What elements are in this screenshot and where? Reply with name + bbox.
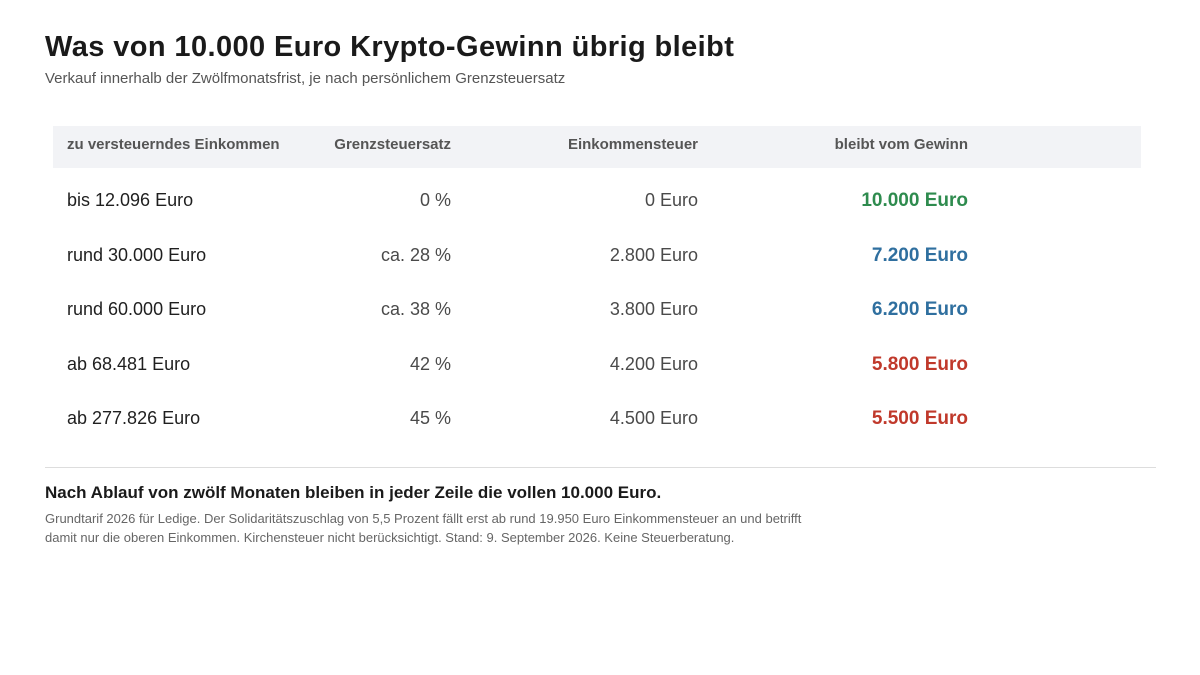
column-header-remaining: bleibt vom Gewinn bbox=[834, 136, 968, 153]
column-header-marginal-rate: Grenzsteuersatz bbox=[334, 136, 451, 153]
table-body: bis 12.096 Euro 0 % 0 Euro 10.000 Euro rund … bbox=[53, 173, 1141, 446]
cell-marginal-rate: 42 % bbox=[409, 353, 451, 374]
cell-income-tax: 0 Euro bbox=[644, 190, 698, 210]
cell-income: rund 60.000 Euro bbox=[67, 299, 207, 320]
cell-marginal-rate: 0 % bbox=[419, 190, 451, 210]
tax-table: zu versteuerndes Einkommen Grenzsteuersa… bbox=[53, 126, 1141, 446]
page-title: Was von 10.000 Euro Krypto-Gewinn übrig … bbox=[45, 31, 735, 63]
cell-income-tax: 4.200 Euro bbox=[609, 353, 698, 374]
cell-remaining: 6.200 Euro bbox=[871, 299, 968, 321]
cell-marginal-rate: 45 % bbox=[409, 408, 451, 429]
table-row: ab 277.826 Euro 45 % 4.500 Euro 5.500 Euro bbox=[53, 391, 1141, 446]
table-row: rund 30.000 Euro ca. 28 % 2.800 Euro 7.200 … bbox=[53, 228, 1141, 283]
cell-income: bis 12.096 Euro bbox=[67, 190, 194, 210]
cell-marginal-rate: ca. 28 % bbox=[380, 244, 451, 265]
cell-income: ab 68.481 Euro bbox=[67, 353, 191, 374]
table-row: ab 68.481 Euro 42 % 4.200 Euro 5.800 Euro bbox=[53, 337, 1141, 392]
divider bbox=[45, 467, 1156, 468]
cell-remaining: 10.000 Euro bbox=[861, 190, 968, 211]
cell-marginal-rate: ca. 38 % bbox=[380, 299, 451, 320]
cell-remaining: 5.800 Euro bbox=[871, 353, 968, 375]
column-header-income-tax: Einkommensteuer bbox=[567, 136, 698, 153]
cell-remaining: 5.500 Euro bbox=[871, 408, 968, 430]
cell-income: rund 30.000 Euro bbox=[67, 244, 207, 265]
cell-income-tax: 2.800 Euro bbox=[609, 244, 698, 265]
footnote: Grundtarif 2026 für Ledige. Der Solidari… bbox=[45, 511, 802, 545]
cell-income: ab 277.826 Euro bbox=[67, 408, 201, 429]
table-row: rund 60.000 Euro ca. 38 % 3.800 Euro 6.200 … bbox=[53, 282, 1141, 337]
column-header-income: zu versteuerndes Einkommen bbox=[67, 136, 280, 153]
page-subtitle: Verkauf innerhalb der Zwölfmonatsfrist, … bbox=[45, 70, 566, 87]
cell-income-tax: 4.500 Euro bbox=[609, 408, 698, 429]
table-header: zu versteuerndes Einkommen Grenzsteuersa… bbox=[53, 126, 1141, 168]
table-row: bis 12.096 Euro 0 % 0 Euro 10.000 Euro bbox=[53, 173, 1141, 228]
cell-income-tax: 3.800 Euro bbox=[609, 299, 698, 320]
summary-note: Nach Ablauf von zwölf Monaten bleiben in… bbox=[45, 483, 662, 502]
cell-remaining: 7.200 Euro bbox=[871, 244, 968, 266]
